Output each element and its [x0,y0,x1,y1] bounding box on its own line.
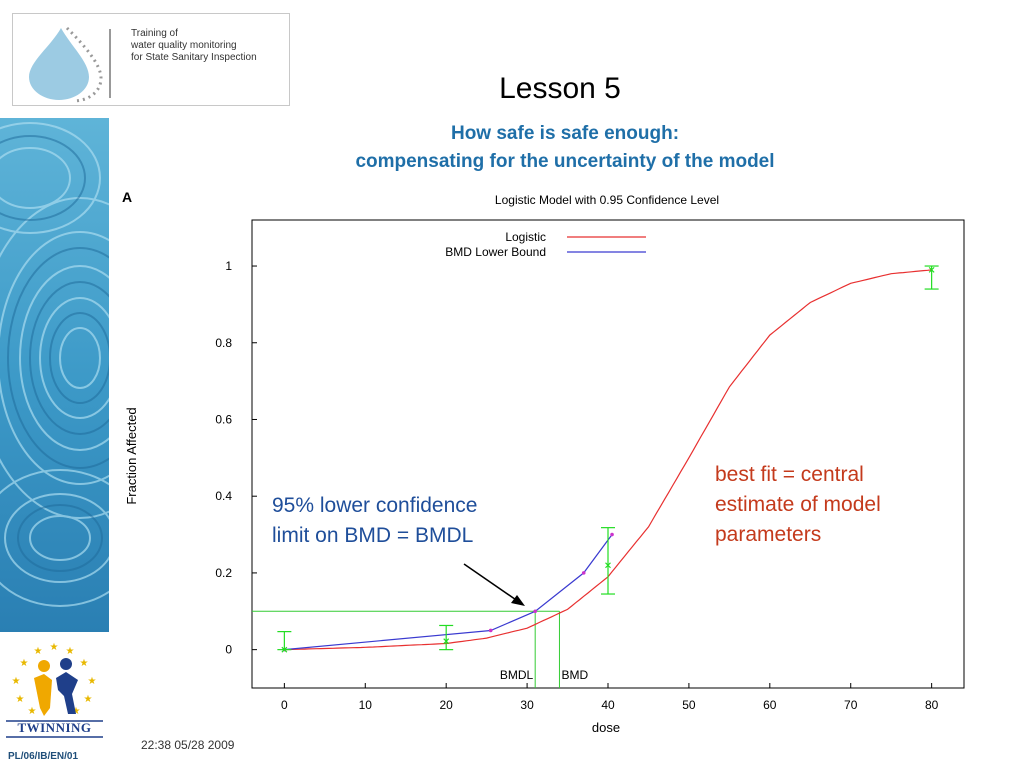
bound-point [610,532,614,537]
x-tick-label: 0 [281,698,288,712]
bound-point [488,628,493,633]
timestamp: 22:38 05/28 2009 [141,738,235,752]
document-code: PL/06/IB/EN/01 [8,751,79,762]
training-logo: Training of water quality monitoring for… [12,13,290,106]
bmdl-annotation-line-1: 95% lower confidence [272,494,478,517]
x-tick-label: 10 [359,698,373,712]
svg-text:★: ★ [34,646,43,657]
svg-text:★: ★ [28,706,37,717]
best-fit-annotation-line-3: parameters [715,523,822,546]
y-tick-label: 1 [225,259,232,273]
x-tick-label: 60 [763,698,777,712]
x-tick-label: 30 [520,698,534,712]
best-fit-annotation: best fit = central estimate of model par… [715,460,881,550]
svg-text:★: ★ [88,676,97,687]
bmdl-annotation-line-2: limit on BMD = BMDL [272,524,474,547]
x-tick-label: 20 [440,698,454,712]
annotation-arrow-head-icon [511,595,525,606]
legend-label-logistic: Logistic [505,230,546,244]
bound-point [581,571,586,575]
svg-text:★: ★ [20,658,29,669]
subtitle-line-2: compensating for the uncertainty of the … [355,151,775,172]
y-tick-label: 0.2 [215,566,232,580]
twinning-logo: ★ ★ ★ ★ ★ ★ ★ ★ ★ ★ ★ TWINNING [0,638,109,738]
svg-text:★: ★ [66,646,75,657]
x-tick-label: 50 [682,698,696,712]
axes: 0 10 20 30 40 50 60 70 80 0 0.2 0.4 0.6 0.8 1 [215,259,938,712]
observed-point [443,638,450,645]
observed-point [605,562,611,569]
observed-point [928,266,935,273]
best-fit-annotation-line-1: best fit = central [715,463,864,486]
y-tick-label: 0.4 [215,489,232,503]
y-tick-label: 0 [225,643,232,657]
x-axis-label: dose [592,720,620,735]
x-tick-label: 70 [844,698,858,712]
water-ripple-image [0,118,109,632]
legend: Logistic BMD Lower Bound [445,230,646,259]
y-tick-label: 0.8 [215,336,232,350]
observed-point [281,646,288,653]
y-axis-label: Fraction Affected [124,407,139,504]
plot-frame [251,219,965,689]
twinning-stars-icon: ★ ★ ★ ★ ★ ★ ★ ★ ★ ★ ★ [6,642,103,738]
water-drop-icon [29,26,111,103]
x-tick-label: 40 [601,698,615,712]
bmd-marker-label: BMD [561,668,588,682]
y-tick-label: 0.6 [215,412,232,426]
slide-title: Lesson 5 [499,72,621,105]
bmdl-marker-label: BMDL [500,668,534,682]
annotation-arrow-line [463,563,523,605]
svg-text:★: ★ [16,694,25,705]
panel-label: A [122,189,132,205]
logo-text-line-2: water quality monitoring [131,40,237,51]
x-tick-label: 80 [925,698,939,712]
chart-title: Logistic Model with 0.95 Confidence Leve… [495,193,719,207]
twinning-label: TWINNING [17,720,92,735]
svg-text:★: ★ [12,676,21,687]
slide-subtitle: How safe is safe enough: compensating fo… [240,120,890,176]
bound-point [533,609,537,614]
svg-text:★: ★ [80,658,89,669]
logo-text-line-3: for State Sanitary Inspection [131,52,257,63]
svg-text:★: ★ [50,642,59,653]
logo-text-line-1: Training of [131,28,178,39]
series-line-bmd-lower-bound [284,534,613,651]
subtitle-line-1: How safe is safe enough: [450,123,680,144]
bmdl-annotation: 95% lower confidence limit on BMD = BMDL [272,491,477,551]
error-bars [277,265,939,653]
svg-text:★: ★ [84,694,93,705]
best-fit-annotation-line-2: estimate of model [715,493,881,516]
legend-label-bmd-lower-bound: BMD Lower Bound [445,245,546,259]
svg-text:★: ★ [72,706,81,717]
